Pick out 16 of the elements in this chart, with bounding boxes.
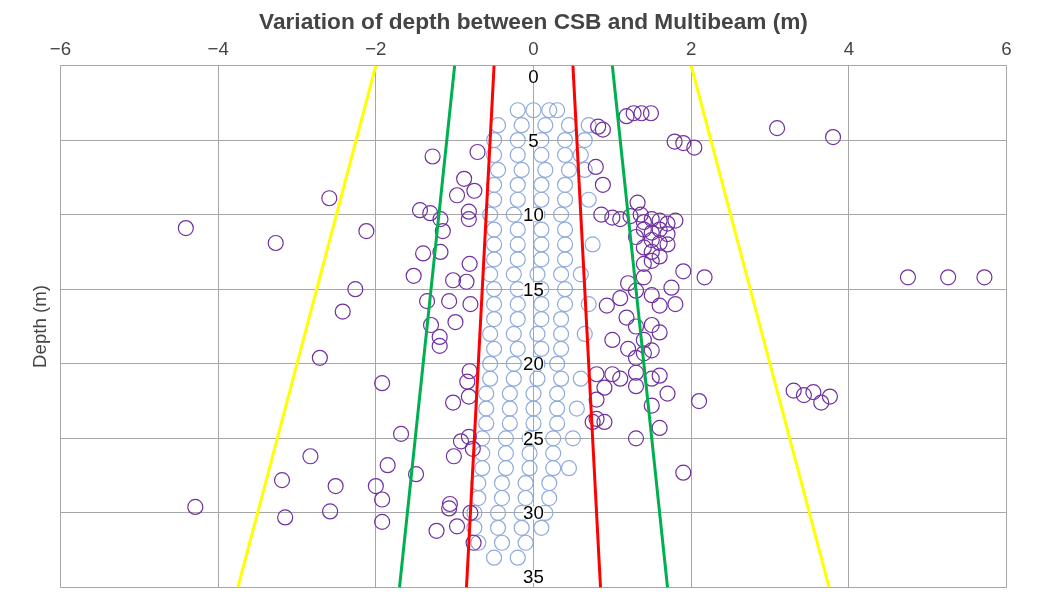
y-axis-title: Depth (m) — [28, 285, 50, 368]
y-tick-label: 35 — [523, 566, 544, 587]
y-tick-label: 20 — [523, 353, 544, 375]
y-tick-label: 15 — [523, 278, 544, 300]
chart-title: Variation of depth between CSB and Multibeam (m) — [259, 7, 808, 34]
y-tick-label: 5 — [528, 129, 539, 151]
y-tick-label: 30 — [523, 502, 544, 524]
y-tick-label: 0 — [528, 66, 539, 87]
x-tick-label: −6 — [49, 37, 72, 59]
y-tick-label: 25 — [523, 427, 544, 449]
x-tick-label: 2 — [685, 37, 697, 59]
x-tick-label: 6 — [1001, 37, 1012, 59]
x-tick-label: −2 — [365, 37, 387, 59]
x-tick-label: 4 — [843, 37, 855, 59]
x-tick-label: −4 — [207, 37, 229, 59]
y-tick-label: 10 — [523, 204, 544, 226]
